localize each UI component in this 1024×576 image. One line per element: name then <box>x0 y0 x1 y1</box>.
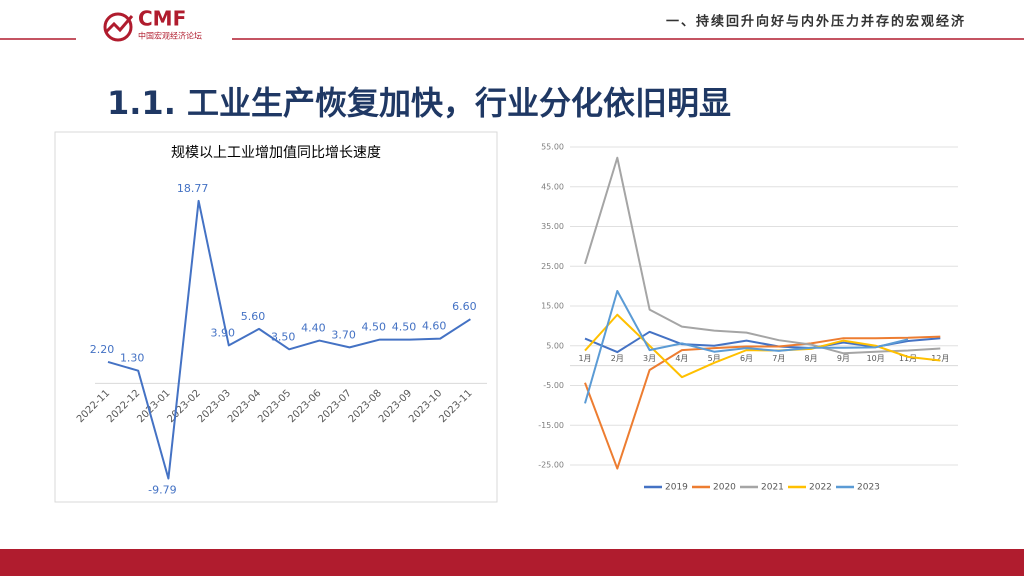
data-label: 3.70 <box>331 328 356 341</box>
data-label: 1.30 <box>120 352 145 365</box>
x-tick-label: 11月 <box>899 354 917 363</box>
slide-title: 1.1. 工业生产恢复加快，行业分化依旧明显 <box>107 84 731 122</box>
x-tick-label: 8月 <box>805 354 818 363</box>
x-tick-label: 2月 <box>611 354 624 363</box>
footer-bar <box>0 549 1024 576</box>
data-line <box>584 156 941 355</box>
data-label: 4.60 <box>422 320 447 333</box>
x-tick-label: 5月 <box>708 354 721 363</box>
x-tick-label: 4月 <box>675 354 688 363</box>
data-label: 5.60 <box>241 310 266 323</box>
y-tick-label: 35.00 <box>541 222 564 231</box>
y-tick-label: -5.00 <box>543 381 564 390</box>
y-tick-label: -15.00 <box>538 421 564 430</box>
legend-label: 2020 <box>713 483 736 493</box>
y-tick-label: 15.00 <box>541 302 564 311</box>
legend-label: 2019 <box>665 483 688 493</box>
data-label: 4.50 <box>362 321 387 334</box>
data-label: 6.60 <box>452 300 477 313</box>
data-line <box>107 199 471 480</box>
x-tick-label: 10月 <box>867 354 885 363</box>
x-tick-label: 12月 <box>931 354 949 363</box>
chart-frame <box>54 131 498 503</box>
logo-subtitle: 中国宏观经济论坛 <box>138 31 202 41</box>
data-line <box>584 290 909 404</box>
data-label: 18.77 <box>177 182 209 195</box>
section-title: 一、持续回升向好与内外压力并存的宏观经济 <box>666 14 966 30</box>
x-tick-label: 9月 <box>837 354 850 363</box>
data-label: 3.50 <box>271 330 296 343</box>
data-label: 2.20 <box>90 343 115 356</box>
legend-label: 2023 <box>857 483 880 493</box>
y-tick-label: 25.00 <box>541 262 564 271</box>
y-tick-label: 55.00 <box>541 143 564 152</box>
data-label: -9.79 <box>148 484 176 497</box>
y-tick-label: 5.00 <box>546 341 564 350</box>
data-label: 4.40 <box>301 322 326 335</box>
x-tick-label: 6月 <box>740 354 753 363</box>
data-label: 4.50 <box>392 321 417 334</box>
x-tick-label: 3月 <box>643 354 656 363</box>
data-label: 3.90 <box>211 326 236 339</box>
legend-label: 2021 <box>761 483 784 493</box>
y-tick-label: 45.00 <box>541 182 564 191</box>
x-tick-label: 7月 <box>772 354 785 363</box>
y-tick-label: -25.00 <box>538 461 564 470</box>
logo-icon <box>104 15 134 34</box>
chart-title: 规模以上工业增加值同比增长速度 <box>171 145 381 161</box>
logo-text: CMF <box>138 7 186 31</box>
x-tick-label: 1月 <box>578 354 591 363</box>
logo-icon <box>103 12 133 42</box>
data-line <box>584 335 941 470</box>
legend-label: 2022 <box>809 483 832 493</box>
